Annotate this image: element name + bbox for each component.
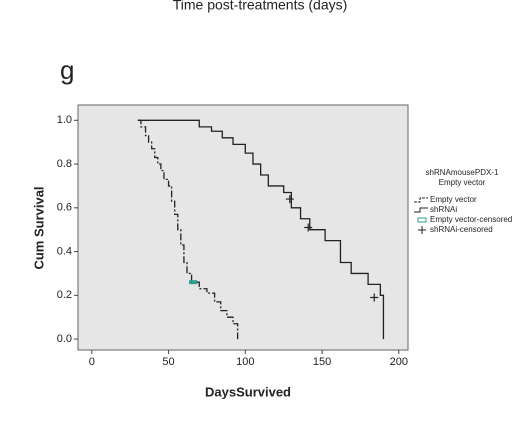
top-caption: Time post-treatments (days) <box>173 0 348 13</box>
censor-mark <box>285 195 294 204</box>
y-tick-label: 0.6 <box>57 202 72 214</box>
plot-area <box>77 104 409 351</box>
legend-swatch <box>417 217 427 223</box>
x-tick-label: 150 <box>313 356 331 368</box>
y-tick-label: 1.0 <box>57 114 72 126</box>
legend-label: Empty vector <box>430 195 477 204</box>
x-tick-label: 50 <box>162 356 174 368</box>
legend-swatch <box>418 226 426 234</box>
censor-mark <box>370 293 379 302</box>
legend-title: Empty vector <box>439 178 486 187</box>
legend-title: shRNAmousePDX-1 <box>426 168 499 177</box>
legend-swatch <box>414 207 428 213</box>
legend-swatch <box>414 197 428 203</box>
survival-curve <box>137 119 385 340</box>
y-tick-label: 0.4 <box>57 245 72 257</box>
censor-mark <box>189 280 198 285</box>
y-axis-label: Cum Survival <box>31 186 46 269</box>
censor-mark <box>304 223 313 232</box>
y-tick-label: 0.2 <box>57 289 72 301</box>
legend-label: shRNAi-censored <box>430 225 493 234</box>
legend-label: Empty vector-censored <box>430 215 512 224</box>
y-tick-label: 0.0 <box>57 333 72 345</box>
y-tick-label: 0.8 <box>57 158 72 170</box>
survival-curve <box>137 119 239 340</box>
panel-label: g <box>60 55 74 85</box>
x-tick-label: 200 <box>390 356 408 368</box>
legend-label: shRNAi <box>430 205 457 214</box>
x-tick-label: 100 <box>236 356 254 368</box>
x-tick-label: 0 <box>89 356 95 368</box>
x-axis-label: DaysSurvived <box>205 384 291 399</box>
